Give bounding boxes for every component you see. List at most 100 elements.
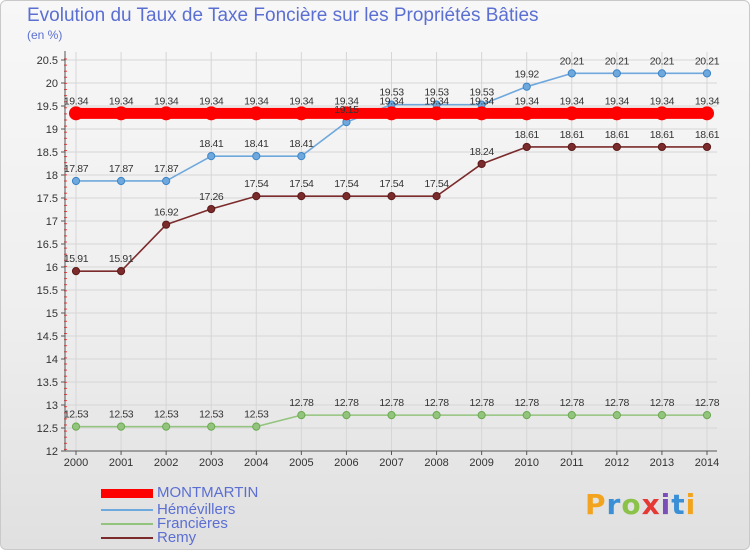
logo-letter: t — [671, 488, 686, 521]
x-tick-label: 2000 — [64, 457, 88, 469]
data-point-hemevillers — [116, 176, 126, 186]
data-label-remy: 16.92 — [154, 207, 179, 219]
data-point-montmartin — [429, 106, 444, 121]
data-label-remy: 17.54 — [244, 178, 269, 190]
series-montmartin — [69, 106, 714, 121]
data-label-hemevillers: 20.21 — [560, 55, 585, 67]
data-label-francieres: 12.53 — [109, 409, 134, 421]
data-label-hemevillers: 18.41 — [199, 138, 224, 150]
data-point-francieres — [612, 411, 621, 420]
legend-label-francieres: Francières — [157, 515, 228, 532]
axes: 12 12.5 13 13.5 14 14.5 15 15.5 16 16.5 17 17.5 18 18… — [37, 51, 719, 469]
data-label-montmartin: 19.34 — [289, 95, 314, 107]
data-label-montmartin: 19.34 — [560, 95, 585, 107]
data-label-montmartin: 19.34 — [109, 95, 134, 107]
x-tick-label: 2010 — [514, 457, 538, 469]
logo-letter: o — [621, 488, 642, 521]
y-tick-label: 20 — [46, 78, 58, 90]
data-point-remy — [522, 142, 531, 152]
data-point-montmartin — [384, 106, 399, 121]
data-point-francieres — [207, 422, 216, 431]
data-point-hemevillers — [207, 152, 216, 161]
data-label-hemevillers: 17.87 — [154, 163, 179, 175]
data-point-hemevillers — [522, 82, 531, 91]
y-tick-label: 13.5 — [37, 377, 58, 389]
data-label-francieres: 12.78 — [424, 397, 449, 409]
data-point-francieres — [342, 411, 351, 420]
data-point-remy — [477, 159, 486, 169]
data-point-montmartin — [204, 106, 219, 121]
series — [69, 69, 714, 431]
data-label-remy: 17.54 — [334, 178, 359, 190]
x-tick-label: 2002 — [154, 457, 178, 469]
data-label-montmartin: 19.34 — [64, 95, 89, 107]
series-hemevillers — [71, 69, 712, 186]
data-point-francieres — [702, 411, 712, 420]
y-tick-label: 14.5 — [37, 331, 58, 343]
y-tick-label: 20.5 — [37, 55, 58, 67]
data-point-remy — [71, 267, 81, 276]
data-point-montmartin — [609, 106, 624, 121]
data-point-hemevillers — [567, 69, 576, 78]
data-label-montmartin: 19.34 — [695, 95, 720, 107]
data-point-remy — [342, 192, 351, 201]
data-point-francieres — [567, 411, 576, 420]
y-tick-label: 12 — [46, 446, 58, 458]
data-point-montmartin — [339, 106, 354, 121]
data-label-francieres: 12.78 — [650, 397, 675, 409]
legend-label-remy: Remy — [157, 529, 197, 546]
x-tick-label: 2006 — [334, 457, 358, 469]
data-point-francieres — [387, 411, 396, 420]
data-point-montmartin — [654, 106, 669, 121]
data-point-francieres — [116, 422, 126, 431]
legend-label-montmartin: MONTMARTIN — [157, 484, 259, 501]
data-point-francieres — [162, 422, 171, 431]
logo-letter: x — [641, 488, 661, 521]
data-point-francieres — [522, 411, 531, 420]
data-point-remy — [297, 192, 306, 201]
data-point-montmartin — [564, 106, 579, 121]
data-label-montmartin: 19.34 — [424, 95, 449, 107]
data-label-montmartin: 19.34 — [199, 95, 224, 107]
chart-title: Evolution du Taux de Taxe Foncière sur l… — [27, 5, 539, 26]
y-tick-label: 18 — [46, 170, 58, 182]
data-label-hemevillers: 19.15 — [334, 104, 359, 116]
y-tick-label: 13 — [46, 400, 58, 412]
data-label-remy: 18.61 — [515, 129, 540, 141]
data-point-montmartin — [294, 106, 309, 121]
data-label-francieres: 12.78 — [289, 397, 314, 409]
data-point-remy — [252, 192, 261, 201]
data-label-remy: 18.61 — [560, 129, 585, 141]
x-tick-label: 2009 — [469, 457, 493, 469]
data-point-remy — [162, 220, 171, 229]
data-point-remy — [116, 267, 126, 276]
data-point-francieres — [252, 422, 261, 431]
data-point-hemevillers — [612, 69, 621, 78]
legend-swatch-montmartin — [101, 489, 153, 498]
y-unit-label: (en %) — [27, 28, 63, 42]
y-tick-label: 19 — [46, 124, 58, 136]
x-tick-label: 2011 — [560, 457, 584, 469]
data-label-montmartin: 19.34 — [470, 95, 495, 107]
y-tick-label: 12.5 — [37, 423, 58, 435]
y-tick-label: 17 — [46, 216, 58, 228]
data-point-hemevillers — [657, 69, 667, 78]
data-label-montmartin: 19.34 — [154, 95, 179, 107]
data-label-remy: 17.26 — [199, 191, 224, 203]
data-label-francieres: 12.78 — [470, 397, 495, 409]
x-tick-label: 2014 — [695, 457, 719, 469]
data-label-hemevillers: 20.21 — [605, 55, 630, 67]
data-label-montmartin: 19.34 — [515, 95, 540, 107]
data-label-francieres: 12.53 — [199, 409, 224, 421]
data-label-francieres: 12.53 — [64, 409, 89, 421]
legend-label-hemevillers: Hémévillers — [157, 501, 236, 518]
data-point-montmartin — [474, 106, 489, 121]
x-tick-label: 2008 — [424, 457, 448, 469]
logo-letter: r — [606, 488, 622, 521]
y-tick-label: 15.5 — [37, 285, 58, 297]
data-label-francieres: 12.78 — [695, 397, 720, 409]
data-label-hemevillers: 19.53 — [470, 87, 495, 99]
data-point-montmartin — [159, 106, 174, 121]
data-point-francieres — [477, 411, 486, 420]
data-label-remy: 17.54 — [424, 178, 449, 190]
